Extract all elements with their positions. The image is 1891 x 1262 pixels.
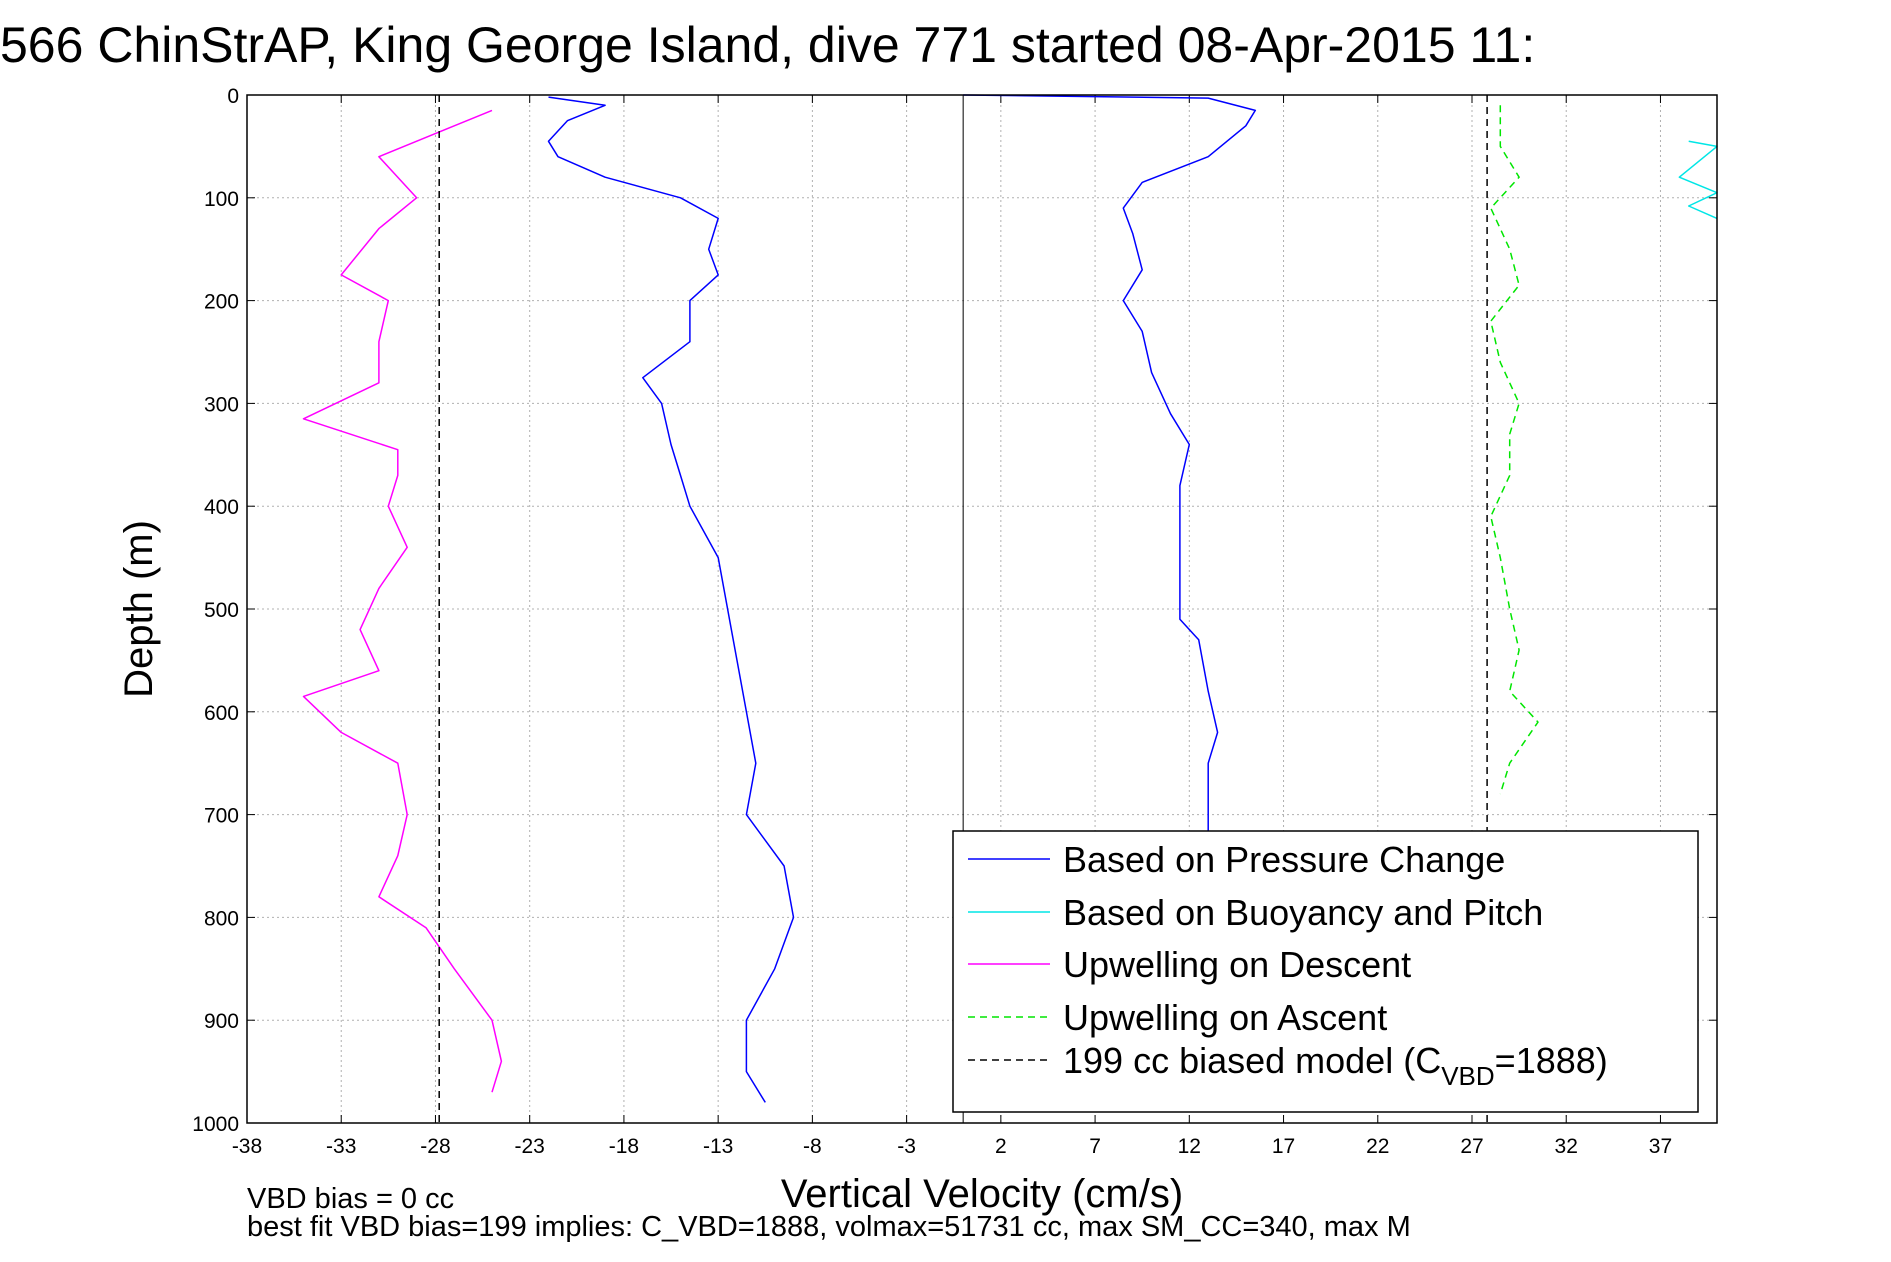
y-tick-label: 200	[204, 291, 239, 314]
x-tick-label: 7	[1089, 1135, 1101, 1158]
legend-items: Based on Pressure Change Based on Buoyanc…	[968, 839, 1608, 1091]
y-tick-label: 900	[204, 1010, 239, 1033]
legend-label: Upwelling on Ascent	[1063, 997, 1387, 1038]
legend-label-text: Based on Pressure Change	[1063, 839, 1505, 880]
plot-frame	[246, 94, 1718, 1124]
legend-label-tail: =1888)	[1495, 1040, 1608, 1081]
legend-label-text: Based on Buoyancy and Pitch	[1063, 892, 1543, 933]
y-tick-label: 700	[204, 805, 239, 828]
legend-label-text: 199 cc biased model (C	[1063, 1040, 1441, 1081]
x-tick-label: -13	[703, 1135, 733, 1158]
x-tick-label: 22	[1366, 1135, 1389, 1158]
x-tick-label: -3	[897, 1135, 916, 1158]
y-tick-label: 800	[204, 907, 239, 930]
legend: Based on Pressure Change Based on Buoyanc…	[952, 830, 1699, 1113]
legend-box	[952, 830, 1699, 1113]
legend-label: 199 cc biased model (CVBD=1888)	[1063, 1040, 1608, 1091]
x-tick-label: 27	[1460, 1135, 1483, 1158]
x-tick-label: 12	[1178, 1135, 1201, 1158]
x-tick-label: 37	[1649, 1135, 1672, 1158]
x-tick-label: -18	[609, 1135, 639, 1158]
y-tick-label: 300	[204, 393, 239, 416]
x-tick-label: 17	[1272, 1135, 1295, 1158]
legend-label-subscript: VBD	[1441, 1061, 1494, 1091]
x-tick-label: -8	[803, 1135, 822, 1158]
y-tick-label: 1000	[192, 1113, 239, 1136]
y-axis-label: Depth (m)	[117, 520, 161, 698]
legend-label: Upwelling on Descent	[1063, 944, 1411, 985]
x-axis-label: Vertical Velocity (cm/s)	[781, 1172, 1183, 1216]
vbd-bias-annotation: VBD bias = 0 cc	[247, 1183, 454, 1215]
legend-label-text: Upwelling on Descent	[1063, 944, 1411, 985]
series-line-3	[302, 109, 503, 1093]
chart-title: 566 ChinStrAP, King George Island, dive …	[0, 17, 1535, 73]
y-tick-labels: 0 100 200 300 400 500 600 700 800 900 1000	[192, 85, 239, 1136]
x-tick-label: -28	[420, 1135, 450, 1158]
x-tick-label: 32	[1555, 1135, 1578, 1158]
y-tick-label: 500	[204, 599, 239, 622]
x-tick-label: -38	[232, 1135, 262, 1158]
x-tick-label: 2	[995, 1135, 1007, 1158]
x-tick-label: -33	[326, 1135, 356, 1158]
x-tick-labels: -38 -33 -28 -23 -18 -13 -8 -3 2 7 12 17 22 27 32 37	[232, 1135, 1672, 1158]
series-line-0	[547, 96, 795, 1103]
legend-label-text: Upwelling on Ascent	[1063, 997, 1387, 1038]
legend-label: Based on Buoyancy and Pitch	[1063, 892, 1543, 933]
y-tick-label: 100	[204, 188, 239, 211]
series-line-2	[1678, 140, 1718, 220]
x-tick-label: -23	[515, 1135, 545, 1158]
y-tick-label: 400	[204, 496, 239, 519]
y-tick-label: 600	[204, 702, 239, 725]
best-fit-annotation: best fit VBD bias=199 implies: C_VBD=188…	[247, 1211, 1411, 1243]
y-tick-label: 0	[227, 85, 239, 108]
series-line-4	[1490, 105, 1539, 795]
legend-label: Based on Pressure Change	[1063, 839, 1505, 880]
